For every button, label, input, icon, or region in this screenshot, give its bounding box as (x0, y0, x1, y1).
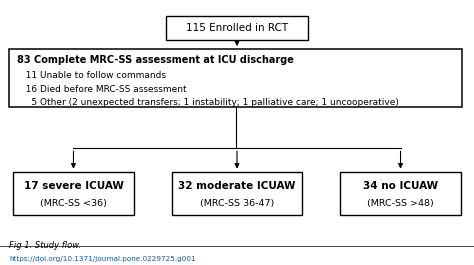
Text: 34 no ICUAW: 34 no ICUAW (363, 181, 438, 191)
Text: 115 Enrolled in RCT: 115 Enrolled in RCT (186, 23, 288, 33)
Text: 83 Complete MRC-SS assessment at ICU discharge: 83 Complete MRC-SS assessment at ICU dis… (17, 55, 293, 65)
FancyBboxPatch shape (340, 172, 461, 215)
Text: 16 Died before MRC-SS assessment: 16 Died before MRC-SS assessment (17, 85, 186, 94)
Text: 17 severe ICUAW: 17 severe ICUAW (24, 181, 123, 191)
Text: 5 Other (2 unexpected transfers; 1 instability; 1 palliative care; 1 uncooperati: 5 Other (2 unexpected transfers; 1 insta… (17, 98, 399, 107)
Text: (MRC-SS >48): (MRC-SS >48) (367, 199, 434, 208)
Text: (MRC-SS <36): (MRC-SS <36) (40, 199, 107, 208)
Text: https://doi.org/10.1371/journal.pone.0229725.g001: https://doi.org/10.1371/journal.pone.022… (9, 256, 196, 262)
Text: (MRC-SS 36-47): (MRC-SS 36-47) (200, 199, 274, 208)
Text: 32 moderate ICUAW: 32 moderate ICUAW (178, 181, 296, 191)
Text: Fig 1. Study flow.: Fig 1. Study flow. (9, 241, 82, 250)
FancyBboxPatch shape (13, 172, 134, 215)
Text: 11 Unable to follow commands: 11 Unable to follow commands (17, 71, 165, 80)
FancyBboxPatch shape (9, 49, 462, 107)
FancyBboxPatch shape (172, 172, 302, 215)
FancyBboxPatch shape (166, 16, 308, 40)
